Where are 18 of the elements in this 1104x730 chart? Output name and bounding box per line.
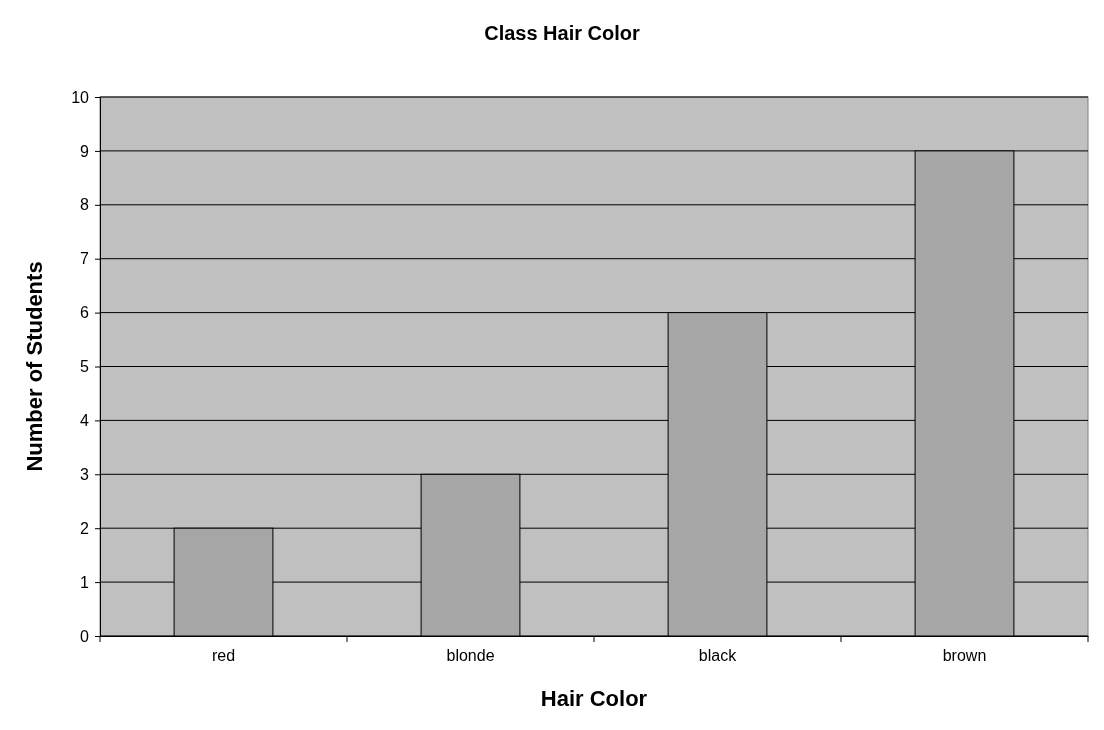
y-tick-label: 8: [80, 196, 90, 214]
chart-title: Class Hair Color: [484, 22, 641, 44]
x-axis-title: Hair Color: [540, 686, 648, 711]
x-tick-label: black: [698, 647, 738, 665]
y-tick-label: 7: [80, 250, 90, 268]
x-tick-label: red: [211, 647, 236, 665]
x-tick-label: blonde: [446, 647, 495, 665]
x-tick-label: brown: [942, 647, 987, 665]
y-tick-label: 2: [80, 519, 90, 537]
y-axis-title: Number of Students: [22, 261, 47, 472]
y-tick-label: 5: [80, 358, 90, 376]
y-tick-label: 9: [80, 142, 90, 160]
y-tick-label: 3: [80, 465, 90, 483]
y-tick-label: 6: [80, 304, 90, 322]
y-tick-label: 4: [80, 412, 90, 430]
y-tick-label: 0: [80, 627, 90, 645]
y-tick-label: 1: [80, 573, 90, 591]
y-tick-label: 10: [71, 88, 90, 106]
